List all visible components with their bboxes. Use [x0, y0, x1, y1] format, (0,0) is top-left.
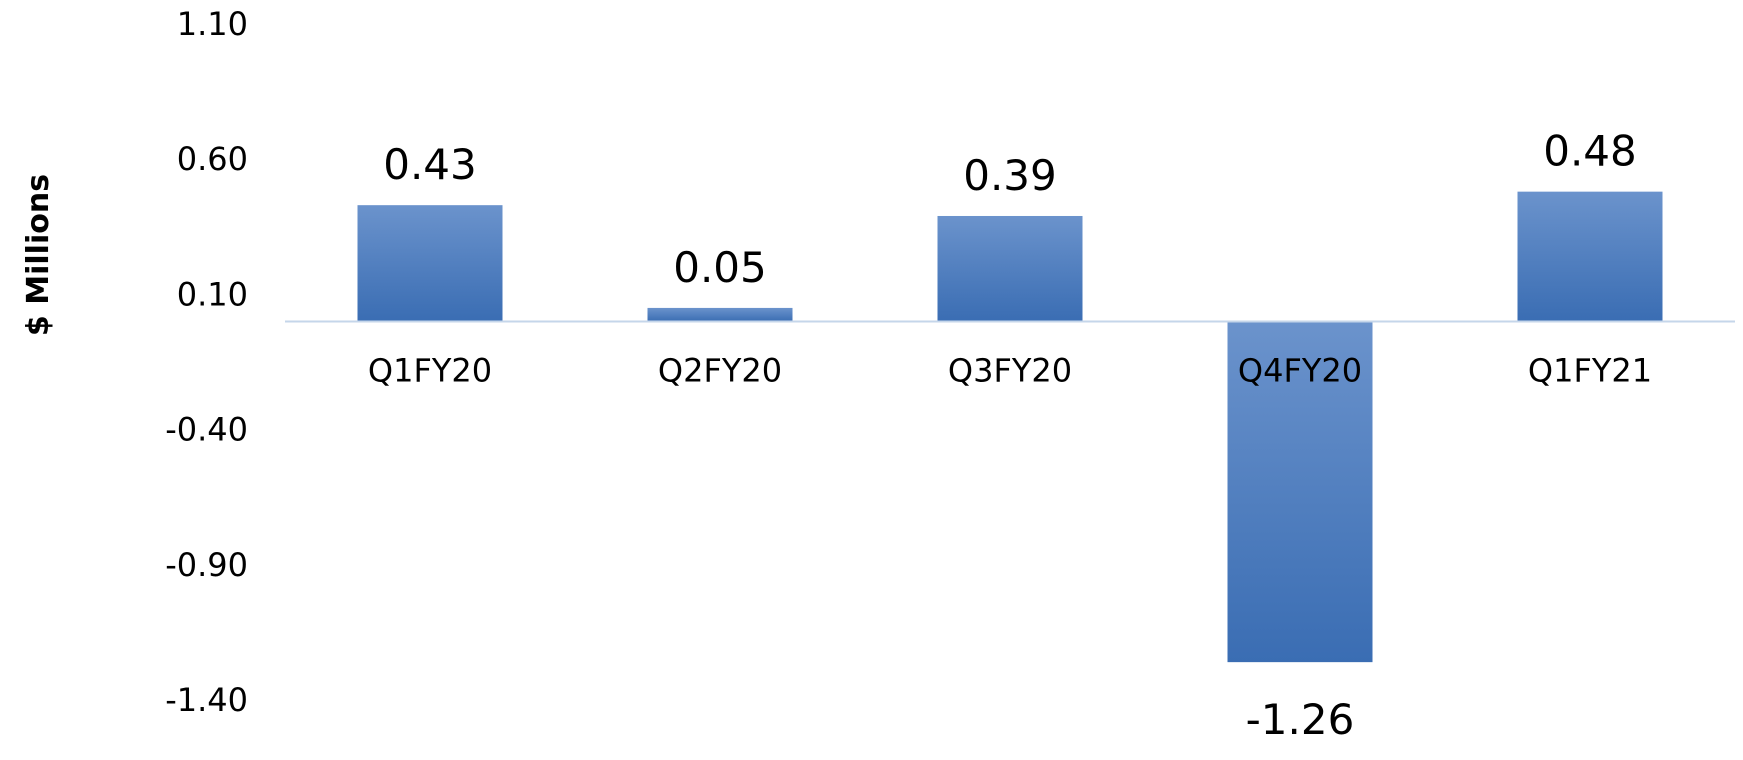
x-axis-ticks: Q1FY20 Q2FY20 Q3FY20 Q4FY20 Q1FY21: [368, 351, 1652, 389]
x-tick-label: Q1FY20: [368, 351, 492, 389]
y-tick-label: 0.10: [177, 275, 248, 313]
y-tick-label: -0.40: [165, 411, 248, 449]
bar: [1517, 191, 1663, 322]
x-tick-label: Q2FY20: [658, 351, 782, 389]
data-label: 0.48: [1543, 127, 1637, 176]
bar: [357, 205, 503, 322]
y-axis-ticks: 1.10 0.60 0.10 -0.40 -0.90 -1.40: [165, 5, 248, 719]
bars: [357, 191, 1663, 663]
data-label: -1.26: [1246, 695, 1355, 744]
y-tick-label: -1.40: [165, 681, 248, 719]
data-label: 0.43: [383, 140, 477, 189]
y-axis-label: $ Millions: [21, 174, 56, 336]
data-label: 0.05: [673, 243, 767, 292]
bar: [647, 307, 793, 322]
x-tick-label: Q4FY20: [1238, 351, 1362, 389]
y-axis-title: $ Millions: [21, 174, 56, 336]
bar: [1227, 321, 1373, 663]
bar: [937, 215, 1083, 322]
y-tick-label: 0.60: [177, 140, 248, 178]
data-label: 0.39: [963, 151, 1057, 200]
x-tick-label: Q3FY20: [948, 351, 1072, 389]
y-tick-label: -0.90: [165, 546, 248, 584]
data-labels: 0.43 0.05 0.39 -1.26 0.48: [383, 127, 1637, 744]
y-tick-label: 1.10: [177, 5, 248, 43]
x-tick-label: Q1FY21: [1528, 351, 1652, 389]
